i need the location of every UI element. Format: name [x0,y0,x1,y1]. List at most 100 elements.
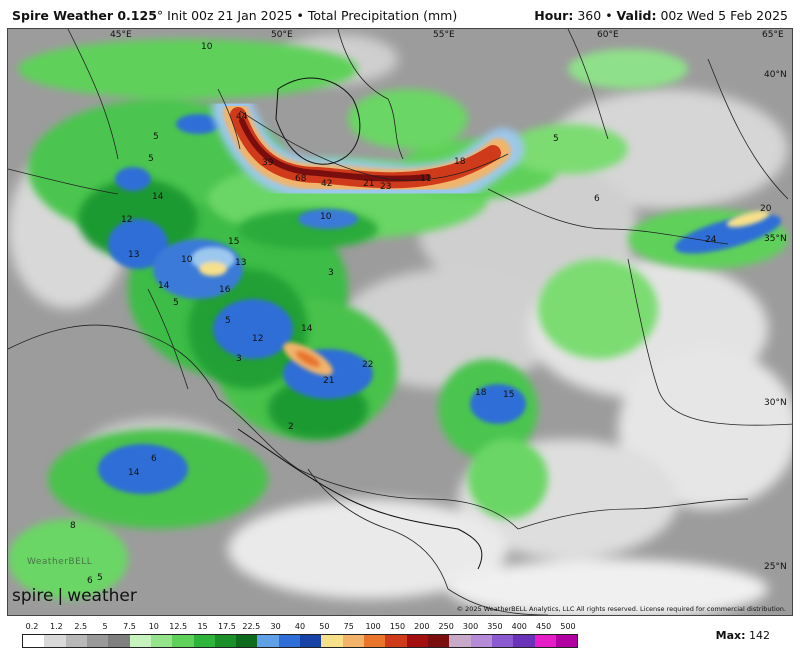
precip-value: 3 [236,354,242,364]
precip-value: 5 [225,316,231,326]
precip-value: 15 [503,390,514,400]
legend-tick-label: 200 [414,622,430,631]
legend-colorbar [22,634,578,648]
precip-value: 3 [328,268,334,278]
precip-value: 2 [288,422,294,432]
legend-color-swatch [427,635,450,647]
legend-tick-label: 350 [487,622,503,631]
precip-value: 10 [181,255,193,265]
legend-color-swatch [321,635,343,647]
precip-value: 6 [594,194,600,204]
alborz-heavy-band [212,90,524,207]
precip-value: 42 [321,179,332,189]
precip-value: 22 [362,360,373,370]
header-valid: Hour: 360 • Valid: 00z Wed 5 Feb 2025 [534,8,788,23]
precip-value: 16 [219,285,231,295]
precip-value: 13 [128,250,139,260]
legend-tick-label: 30 [270,622,281,631]
legend-color-swatch [470,635,492,647]
legend-tick-label: 150 [389,622,406,631]
max-value: Max: 142 [716,629,770,642]
legend-color-swatch [385,635,407,647]
lon-label-60e: 60°E [597,30,619,40]
legend-color-swatch [257,635,279,647]
precip-value: 5 [148,154,154,164]
lon-label-45e: 45°E [110,30,132,40]
precip-value: 18 [475,388,487,398]
legend-tick-label: 450 [535,622,552,631]
precip-value: 8 [70,521,76,531]
lon-label-55e: 55°E [433,30,455,40]
spire-weather-logo: spire | weather [12,586,137,606]
legend-tick-label: 50 [319,622,330,631]
valid-label: Valid: [616,8,657,23]
bullet: • [296,8,304,23]
lat-label-40n: 40°N [764,70,787,80]
lat-label-25n: 25°N [764,562,787,572]
precip-value: 68 [295,174,307,184]
legend-tick-label: 7.5 [123,622,136,631]
legend-color-swatch [449,635,471,647]
legend-tick-label: 400 [511,622,527,631]
precip-value: 23 [380,182,391,192]
legend-color-swatch [108,635,130,647]
legend-color-swatch [23,635,45,647]
precip-value: 21 [323,376,334,386]
legend-color-swatch [65,635,87,647]
precip-value: 10 [320,212,332,222]
legend-tick-label: 2.5 [74,622,88,631]
legend-tick-label: 75 [343,622,354,631]
precip-value: 12 [252,334,263,344]
hour-value: 360 [577,8,602,23]
legend-tick-label: 22.5 [242,622,261,631]
legend-tick-label: 100 [365,622,381,631]
precip-value: 14 [158,281,170,291]
copyright-notice: © 2025 WeatherBELL Analytics, LLC All ri… [456,605,786,613]
legend-color-swatch [193,635,215,647]
model-name: Spire Weather 0.125 [12,8,157,23]
legend-color-swatch [491,635,514,647]
precip-value: 44 [236,112,248,122]
logo-spire: spire [12,586,54,606]
precip-value: 5 [553,134,559,144]
legend-tick-label: 12.5 [169,622,188,631]
precip-value: 14 [128,468,140,478]
max-number: 142 [749,629,770,642]
precip-value: 13 [235,258,246,268]
legend-color-swatch [150,635,173,647]
legend-tick-label: 40 [294,622,306,631]
legend-tick-label: 17.5 [218,622,236,631]
legend-tick-label: 1.2 [49,622,63,631]
legend-color-swatch [406,635,428,647]
legend-tick-label: 15 [197,622,208,631]
precip-value: 18 [454,157,466,167]
legend-color-swatch [129,635,151,647]
product-name: Total Precipitation (mm) [307,8,458,23]
precip-value: 10 [201,42,213,52]
lat-label-35n: 35°N [764,234,787,244]
legend-color-swatch [172,635,194,647]
legend-tick-label: 10 [148,622,159,631]
hour-label: Hour: [534,8,574,23]
water-outlines [237,77,483,570]
map-borders [8,29,792,615]
precip-legend: 0.2 1.2 2.5 5 7.5 10 12.5 15 17.5 22.5 30 40 50 75 100… [22,622,578,652]
precip-value: 11 [420,174,431,184]
precip-value: 24 [705,235,717,245]
logo-weather: weather [67,586,137,606]
precip-value: 21 [363,179,374,189]
legend-color-swatch [44,635,66,647]
legend-color-swatch [214,635,237,647]
precip-value: 5 [97,573,103,583]
precip-value: 5 [173,298,179,308]
degree-symbol: ° [156,8,164,23]
precip-value: 5 [153,132,159,142]
precip-value: 6 [151,454,157,464]
lat-label-30n: 30°N [764,398,787,408]
legend-color-swatch [555,635,578,647]
map-canvas: 45°E 50°E 55°E 60°E 65°E 40°N 35°N 30°N … [8,29,792,615]
legend-color-swatch [342,635,364,647]
valid-value: 00z Wed 5 Feb 2025 [660,8,788,23]
init-time: Init 00z 21 Jan 2025 [167,8,293,23]
